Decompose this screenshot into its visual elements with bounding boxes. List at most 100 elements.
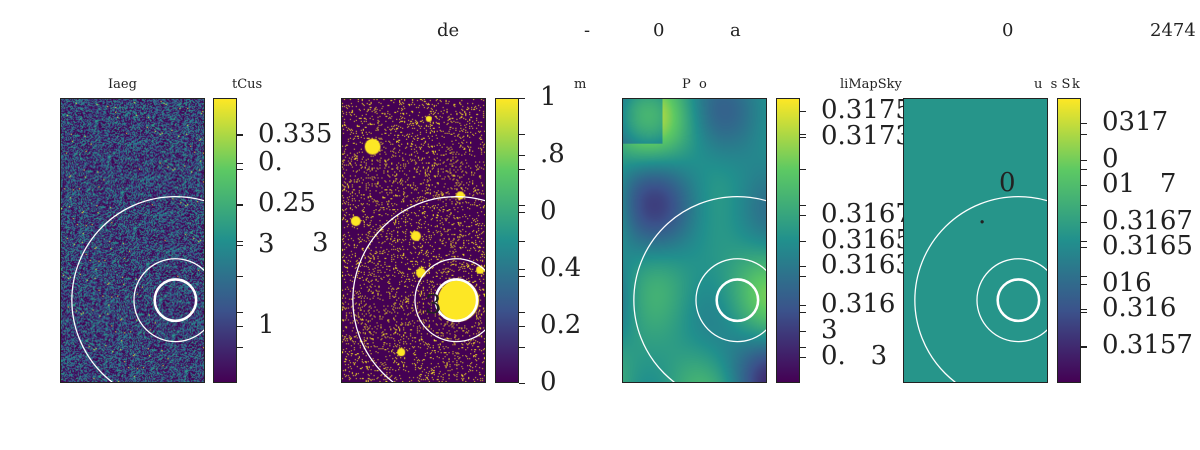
colorbar-minor-tick [1081,134,1087,135]
colorbar-minor-tick [1081,241,1087,242]
colorbar-minor-tick [519,312,525,313]
colorbar-tick [519,269,525,270]
colorbar-tick-label: 0.3175 [821,95,912,125]
colorbar-tick [1081,247,1087,248]
colorbar-tick [237,135,243,136]
colorbar-tick-label: 0.3167 [1102,206,1193,236]
colorbar-tick-label: 0.3157 [1102,330,1193,360]
colorbar-tick [1081,185,1087,186]
colorbar-minor-tick [800,347,806,348]
colorbar-minor-tick [1081,347,1087,348]
colorbar-minor-tick [519,134,525,135]
heatmap-pixels [61,99,204,382]
colorbar-tick-label: 0.4 [540,253,582,283]
colorbar-tick [1081,123,1087,124]
stray-label: 3 [425,290,442,320]
colorbar-tick [237,204,243,205]
aperture-overlay [71,196,204,382]
colorbar-tick-label: 0 [540,367,557,397]
colorbar-minor-tick [519,241,525,242]
colorbar-tick-label: 0 [540,196,557,226]
colorbar-tick [1081,222,1087,223]
colorbar-minor-tick [237,205,243,206]
colorbar-minor-tick [800,169,806,170]
colorbar-title: m [574,77,587,92]
colorbar-tick-label: 0.3173 [821,121,912,151]
colorbar-minor-tick [519,205,525,206]
colorbar [1057,98,1081,383]
colorbar-minor-tick [800,276,806,277]
colorbar-tick [800,266,806,267]
colorbar-minor-tick [237,347,243,348]
suptitle-part: - [584,20,591,41]
aperture-ring [996,278,1041,323]
colorbar-tick [519,383,525,384]
aperture-ring [153,278,198,323]
suptitle-part: 0 [1002,20,1014,41]
colorbar-tick-label: 0.25 [258,188,316,218]
outer-annulus-ring [633,196,766,382]
colorbar [213,98,237,383]
aperture-overlay [633,196,766,382]
colorbar-tick-label: 3 [258,229,275,259]
colorbar-tick-label: 1 [258,310,275,340]
colorbar-tick-label: 0.3165 [1102,231,1193,261]
inner-annulus-ring [695,258,766,343]
colorbar-tick-label: 0.316 [821,289,896,319]
colorbar-tick [519,98,525,99]
colorbar-title: k [1072,77,1080,92]
colorbar-tick [800,111,806,112]
colorbar-tick [1081,346,1087,347]
suptitle-part: 0 [653,20,665,41]
suptitle-part: a [730,20,741,41]
aperture-overlay [914,196,1047,382]
stray-label: . [978,200,987,230]
colorbar-tick [519,326,525,327]
panel-title: Iaeg [108,77,137,92]
heatmap-pixels [623,99,766,382]
colorbar-minor-tick [800,312,806,313]
outer-annulus-ring [71,196,204,382]
stray-label: 0 [999,168,1016,198]
heatmap-image [60,98,205,383]
colorbar [495,98,519,383]
colorbar-tick-label: 0.2 [540,310,582,340]
colorbar-tick [1081,309,1087,310]
colorbar-title: tCus [232,77,263,92]
colorbar-minor-tick [237,276,243,277]
colorbar-tick [800,331,806,332]
colorbar-tick [1081,160,1087,161]
colorbar-minor-tick [800,241,806,242]
heatmap-pixels [342,99,485,382]
colorbar-tick-label: 01 7 [1102,169,1177,199]
colorbar-minor-tick [1081,276,1087,277]
colorbar-minor-tick [237,241,243,242]
colorbar-tick [800,357,806,358]
colorbar-minor-tick [237,169,243,170]
panel-title: u s S [1034,77,1071,92]
suptitle-part: 2474 [1150,20,1196,41]
colorbar-minor-tick [800,205,806,206]
colorbar-tick-label: 0.335 [258,119,333,149]
heatmap-image [341,98,486,383]
inner-annulus-ring [414,258,485,343]
colorbar-minor-tick [1081,205,1087,206]
aperture-ring [715,278,760,323]
colorbar-tick-label: 0 [1102,144,1119,174]
colorbar-title: liMapSky [840,77,902,92]
colorbar-tick-label: 0317 [1102,107,1169,137]
colorbar-tick-label: 1 [540,82,557,112]
heatmap-image [622,98,767,383]
colorbar-tick-label: 0.3163 [821,250,912,280]
stray-label: 3 [312,228,329,258]
heatmap-pixels [904,99,1047,382]
colorbar-tick [237,245,243,246]
colorbar-tick [237,326,243,327]
colorbar-tick-label: 0.3167 [821,199,912,229]
colorbar-tick-label: 3 [821,315,838,345]
colorbar-minor-tick [237,312,243,313]
colorbar-tick-label: 0.316 [1102,293,1177,323]
colorbar-minor-tick [519,347,525,348]
colorbar-minor-tick [519,169,525,170]
colorbar [776,98,800,383]
